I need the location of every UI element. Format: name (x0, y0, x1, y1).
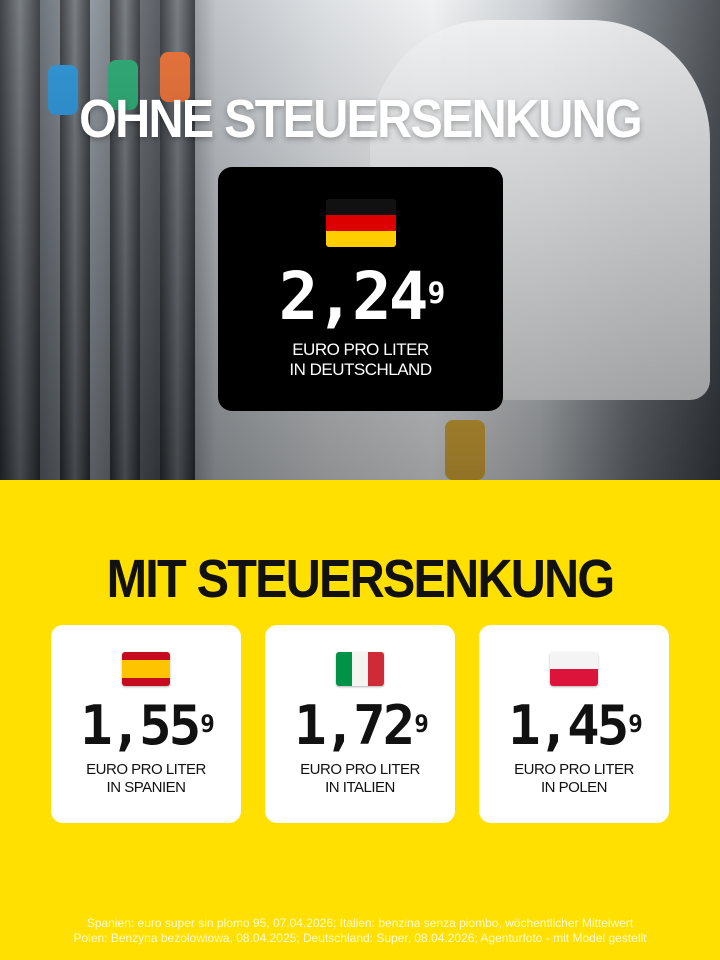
flag-poland-icon (550, 652, 598, 686)
nozzle (48, 65, 78, 115)
unit-label: EURO PRO LITER (300, 761, 420, 778)
price-card-germany: 2,249 EURO PRO LITER IN DEUTSCHLAND (218, 167, 503, 411)
source-footnote: Spanien: euro super sin plomo 95, 07.04.… (0, 916, 720, 946)
nozzle (108, 60, 138, 110)
country-label: IN SPANIEN (106, 779, 186, 796)
price-card-spain: 1,559 EURO PRO LITER IN SPANIEN (51, 625, 241, 823)
unit-label: EURO PRO LITER (514, 761, 634, 778)
nozzle (160, 52, 190, 102)
unit-label: EURO PRO LITER (86, 761, 206, 778)
nozzle (445, 420, 485, 480)
fuel-pump (0, 0, 40, 480)
country-label: IN POLEN (540, 779, 608, 796)
unit-label: EURO PRO LITER (292, 340, 429, 359)
price-value: 1,559 (80, 694, 215, 757)
price-value: 1,459 (508, 694, 643, 757)
country-label: IN ITALIEN (325, 779, 395, 796)
price-value: 2,249 (278, 258, 446, 335)
price-card-poland: 1,459 EURO PRO LITER IN POLEN (479, 625, 669, 823)
footnote-line: Polen: Benzyna bezolowiowa, 08.04.2025; … (73, 931, 647, 945)
flag-spain-icon (122, 652, 170, 686)
footnote-line: Spanien: euro super sin plomo 95, 07.04.… (86, 916, 634, 930)
price-card-italy: 1,729 EURO PRO LITER IN ITALIEN (265, 625, 455, 823)
flag-germany-icon (325, 199, 396, 247)
country-label: IN DEUTSCHLAND (289, 360, 432, 379)
flag-italy-icon (336, 652, 384, 686)
headline-with-tax-cut: MIT STEUERSENKUNG (106, 549, 616, 609)
price-value: 1,729 (294, 694, 429, 757)
headline-without-tax-cut: OHNE STEUERSENKUNG (79, 89, 642, 149)
